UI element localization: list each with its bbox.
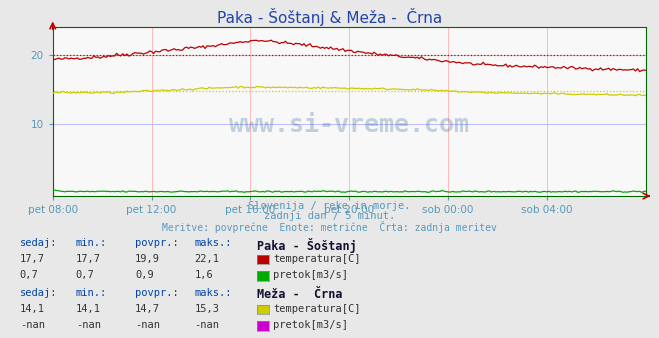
Text: povpr.:: povpr.:: [135, 238, 179, 248]
Text: maks.:: maks.:: [194, 288, 232, 298]
Text: sedaj:: sedaj:: [20, 288, 57, 298]
Text: Meža -  Črna: Meža - Črna: [257, 288, 343, 301]
Text: zadnji dan / 5 minut.: zadnji dan / 5 minut.: [264, 211, 395, 221]
Text: min.:: min.:: [76, 238, 107, 248]
Text: Paka - Šoštanj & Meža -  Črna: Paka - Šoštanj & Meža - Črna: [217, 8, 442, 26]
Text: www.si-vreme.com: www.si-vreme.com: [229, 113, 469, 137]
Text: temperatura[C]: temperatura[C]: [273, 254, 361, 264]
Text: Meritve: povprečne  Enote: metrične  Črta: zadnja meritev: Meritve: povprečne Enote: metrične Črta:…: [162, 221, 497, 234]
Text: Slovenija / reke in morje.: Slovenija / reke in morje.: [248, 201, 411, 211]
Text: temperatura[C]: temperatura[C]: [273, 304, 361, 314]
Text: pretok[m3/s]: pretok[m3/s]: [273, 320, 349, 331]
Text: 14,1: 14,1: [76, 304, 101, 314]
Text: povpr.:: povpr.:: [135, 288, 179, 298]
Text: 19,9: 19,9: [135, 254, 160, 264]
Text: maks.:: maks.:: [194, 238, 232, 248]
Text: 15,3: 15,3: [194, 304, 219, 314]
Text: 0,7: 0,7: [76, 270, 94, 281]
Text: pretok[m3/s]: pretok[m3/s]: [273, 270, 349, 281]
Text: 14,1: 14,1: [20, 304, 45, 314]
Text: 0,9: 0,9: [135, 270, 154, 281]
Text: -nan: -nan: [135, 320, 160, 331]
Text: min.:: min.:: [76, 288, 107, 298]
Text: 0,7: 0,7: [20, 270, 38, 281]
Text: Paka - Šoštanj: Paka - Šoštanj: [257, 238, 357, 253]
Text: 1,6: 1,6: [194, 270, 213, 281]
Text: 22,1: 22,1: [194, 254, 219, 264]
Text: -nan: -nan: [76, 320, 101, 331]
Text: 17,7: 17,7: [20, 254, 45, 264]
Text: -nan: -nan: [20, 320, 45, 331]
Text: 17,7: 17,7: [76, 254, 101, 264]
Text: 14,7: 14,7: [135, 304, 160, 314]
Text: sedaj:: sedaj:: [20, 238, 57, 248]
Text: -nan: -nan: [194, 320, 219, 331]
